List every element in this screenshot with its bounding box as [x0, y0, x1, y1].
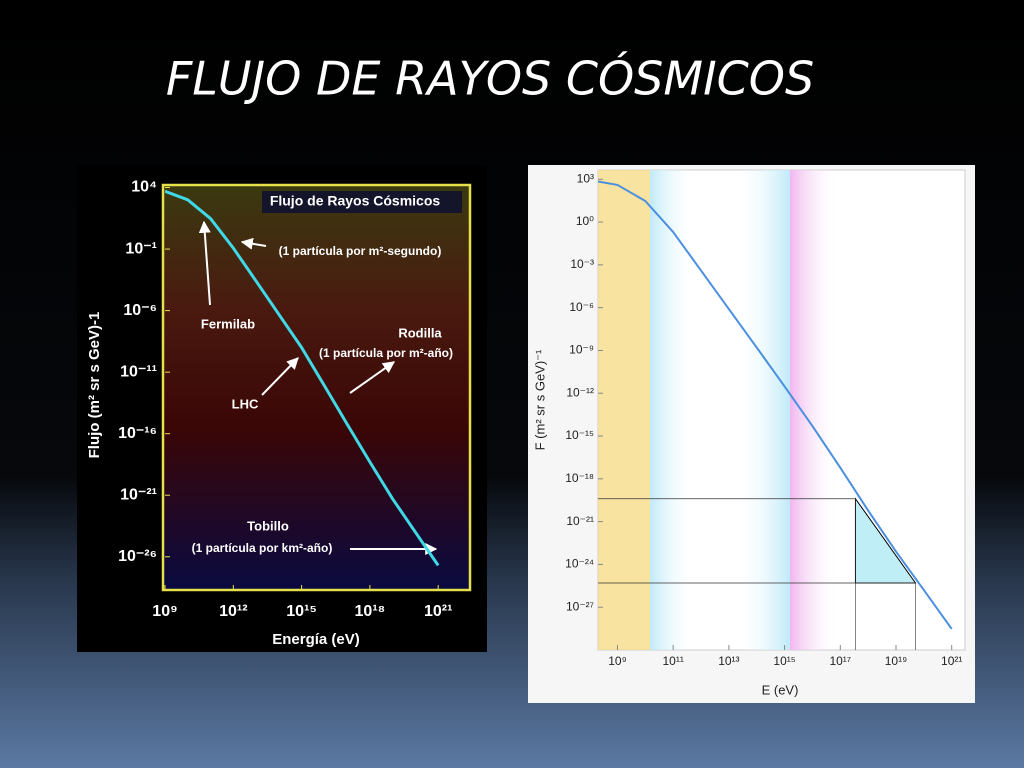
- y-axis-label: Flujo (m² sr s GeV)-1: [86, 312, 103, 459]
- y-axis-label: F (m² sr s GeV)⁻¹: [532, 349, 547, 450]
- y-tick-label: 10⁻²¹: [120, 486, 157, 503]
- annotation: LHC: [232, 396, 259, 411]
- band: [790, 170, 838, 650]
- y-tick-label: 10⁻¹⁸: [565, 471, 594, 485]
- y-tick-label: 10⁻¹⁵: [565, 428, 594, 442]
- band: [598, 170, 650, 650]
- x-tick-label: 10¹²: [219, 603, 247, 620]
- y-tick-label: 10⁻²⁷: [566, 599, 594, 613]
- band: [650, 170, 695, 650]
- left-plot: [161, 183, 472, 592]
- x-tick-label: 10¹³: [718, 654, 739, 668]
- y-tick-label: 10⁴: [131, 179, 157, 196]
- annotation: Fermilab: [201, 316, 255, 331]
- y-tick-label: 10⁻⁹: [569, 343, 594, 357]
- x-tick-label: 10¹⁷: [829, 654, 851, 668]
- arrow: [261, 357, 299, 396]
- y-tick-label: 10⁻²¹: [566, 514, 594, 528]
- x-tick-label: 10²¹: [941, 654, 962, 668]
- y-tick-label: 10⁻¹²: [566, 385, 594, 399]
- y-tick-label: 10⁻⁶: [569, 300, 594, 314]
- y-tick-label: 10⁻⁶: [123, 302, 157, 319]
- y-tick-label: 10⁻¹: [125, 240, 157, 257]
- x-tick-label: 10⁹: [608, 654, 627, 668]
- x-axis-label: E (eV): [762, 682, 799, 697]
- data-line: [165, 189, 440, 567]
- arrow: [349, 361, 395, 394]
- annotation: (1 partícula por m²-año): [319, 346, 453, 360]
- band: [735, 170, 790, 650]
- annotation: Rodilla: [398, 325, 442, 340]
- x-tick-label: 10¹⁸: [355, 603, 386, 620]
- x-tick-label: 10¹⁹: [885, 654, 907, 668]
- x-axis-label: Energía (eV): [272, 631, 360, 648]
- slide-title: FLUJO DE RAYOS CÓSMICOS: [166, 52, 814, 106]
- y-tick-label: 10⁻¹¹: [120, 363, 157, 380]
- x-tick-label: 10²¹: [424, 603, 452, 620]
- arrow: [198, 220, 211, 306]
- y-tick-label: 10⁻³: [570, 257, 594, 271]
- title-box: [262, 191, 462, 213]
- annotation: Tobillo: [247, 518, 289, 533]
- chart-title: Flujo de Rayos Cósmicos: [270, 193, 441, 209]
- x-tick-label: 10¹⁵: [773, 654, 795, 668]
- y-tick-label: 10³: [577, 171, 594, 185]
- data-line: [598, 180, 953, 630]
- x-tick-label: 10¹⁵: [286, 603, 317, 620]
- x-tick-label: 10¹¹: [663, 654, 684, 668]
- y-tick-label: 10⁰: [576, 214, 594, 228]
- y-tick-label: 10⁻²⁶: [118, 548, 157, 565]
- annotation: (1 partícula por m²-segundo): [279, 244, 442, 258]
- y-tick-label: 10⁻¹⁶: [118, 425, 157, 442]
- y-tick-label: 10⁻²⁴: [565, 557, 594, 571]
- arrows: [198, 220, 438, 555]
- arrow: [240, 237, 267, 250]
- x-tick-label: 10⁹: [152, 603, 177, 620]
- annotation: (1 partícula por km²-año): [192, 541, 333, 555]
